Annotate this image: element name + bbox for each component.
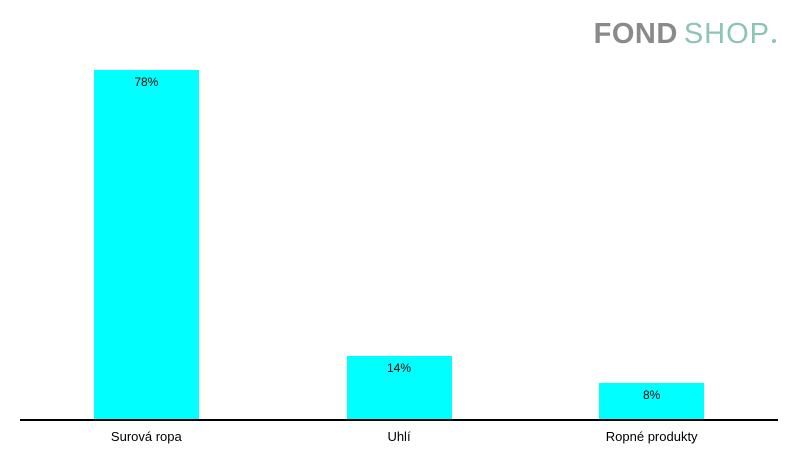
logo-text-shop: SHOP [683, 18, 770, 50]
plot-area: 78% 14% 8% [20, 0, 778, 421]
bar: 8% [599, 383, 705, 419]
bar-value-label: 14% [386, 361, 412, 375]
bar: 14% [346, 356, 452, 419]
bar-value-label: 8% [643, 388, 661, 402]
bar-group: 8% [525, 0, 778, 419]
category-label: Surová ropa [110, 429, 182, 444]
bar-value-label: 78% [134, 75, 159, 89]
logo-text-fond: FOND [593, 18, 678, 50]
x-axis-labels: Surová ropa Uhlí Ropné produkty [20, 429, 778, 444]
bar-chart: 78% 14% 8% Surová ropa Uhlí Ropné produk… [20, 0, 778, 444]
bar: 78% [93, 70, 199, 419]
bar-group: 14% [273, 0, 526, 419]
category-label: Uhlí [387, 429, 411, 444]
logo-dot [772, 39, 776, 43]
category-label: Ropné produkty [605, 429, 698, 444]
bar-group: 78% [20, 0, 273, 419]
fondshop-logo: FOND SHOP [594, 20, 776, 49]
